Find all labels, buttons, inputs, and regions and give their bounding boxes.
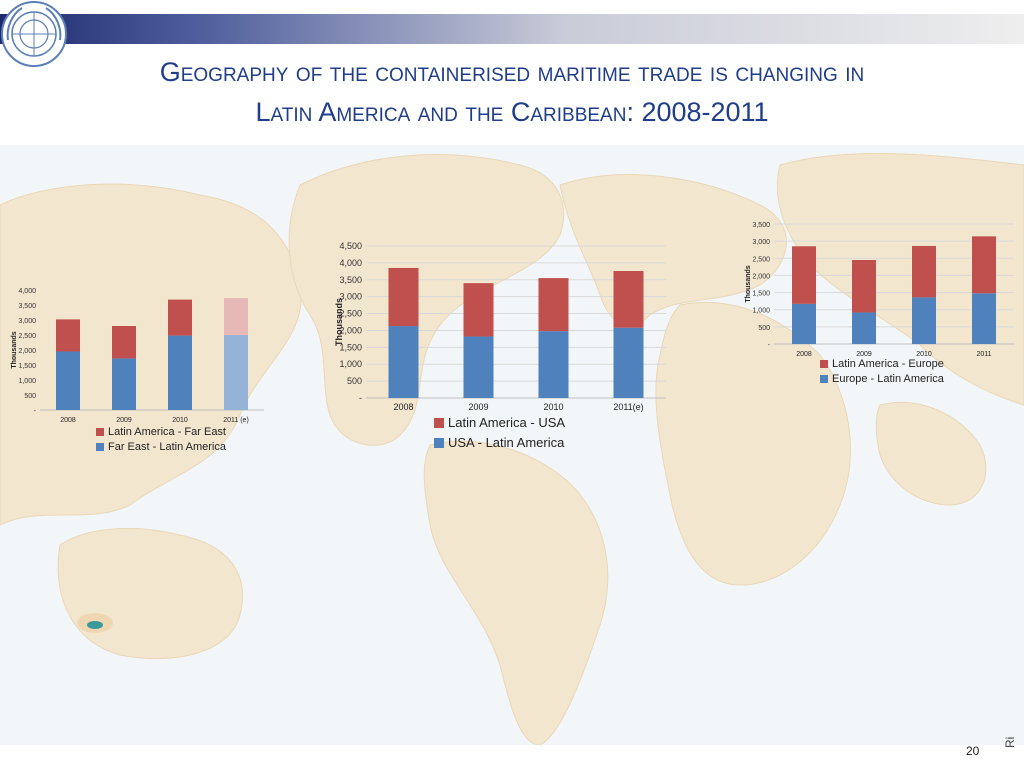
bar-segment bbox=[852, 312, 876, 344]
bar-segment bbox=[792, 303, 816, 344]
y-tick-label: 1,000 bbox=[18, 378, 36, 385]
legend-item: Latin America - Europe bbox=[820, 358, 944, 370]
bar-segment bbox=[168, 299, 192, 336]
x-tick-label: 2008 bbox=[796, 351, 812, 358]
x-tick-label: 2009 bbox=[856, 351, 872, 358]
legend-item: Latin America - USA bbox=[434, 415, 565, 430]
side-text: Ri bbox=[1003, 736, 1017, 748]
y-axis-label: Thousands bbox=[11, 331, 18, 368]
x-tick-label: 2010 bbox=[543, 402, 563, 412]
bar-segment bbox=[168, 335, 192, 410]
bar-segment bbox=[224, 298, 248, 335]
title-banner-bar bbox=[0, 14, 1024, 44]
legend-label: Far East - Latin America bbox=[108, 441, 226, 453]
y-tick-label: 2,500 bbox=[18, 333, 36, 340]
bar-segment bbox=[56, 351, 80, 410]
y-tick-label: 2,500 bbox=[339, 309, 362, 319]
y-axis-label: Thousands bbox=[334, 298, 344, 346]
y-tick-label: 1,500 bbox=[339, 342, 362, 352]
x-tick-label: 2011 bbox=[976, 351, 991, 358]
x-tick-label: 2008 bbox=[60, 417, 76, 424]
y-tick-label: 500 bbox=[347, 376, 362, 386]
bar-segment bbox=[972, 293, 996, 344]
bar-segment bbox=[463, 336, 494, 398]
y-tick-label: 1,500 bbox=[752, 291, 770, 298]
bar-segment bbox=[224, 335, 248, 410]
y-tick-label: 1,000 bbox=[752, 308, 770, 315]
y-tick-label: 500 bbox=[758, 325, 770, 332]
chart-usa: - 500 1,000 1,500 2,000 2,500 3,000 3,500 4,000 4… bbox=[334, 241, 666, 412]
legend-item: Latin America - Far East bbox=[96, 426, 226, 438]
y-tick-label: 1,500 bbox=[18, 363, 36, 370]
y-tick-label: 3,000 bbox=[339, 292, 362, 302]
y-tick-label: 4,500 bbox=[339, 241, 362, 251]
y-tick-label: - bbox=[34, 408, 37, 415]
legend-label: Latin America - USA bbox=[448, 415, 566, 430]
slide-title-line2: Latin America and the Caribbean: 2008-20… bbox=[255, 97, 769, 127]
bar-segment bbox=[912, 245, 936, 298]
legend-swatch bbox=[96, 428, 104, 436]
y-tick-label: 4,000 bbox=[339, 258, 362, 268]
y-tick-label: 4,000 bbox=[18, 288, 36, 295]
legend-swatch bbox=[96, 443, 104, 451]
bar-segment bbox=[613, 270, 644, 328]
legend-label: Europe - Latin America bbox=[832, 373, 944, 385]
chart-far-east: - 500 1,000 1,500 2,000 2,500 3,000 3,500 4,000 T… bbox=[11, 288, 264, 424]
bar-segment bbox=[613, 327, 644, 398]
y-tick-label: 3,500 bbox=[752, 222, 770, 229]
bar-segment bbox=[538, 331, 569, 398]
bar-segment bbox=[388, 326, 419, 398]
legend-label: Latin America - Europe bbox=[832, 358, 944, 370]
y-tick-label: 2,000 bbox=[752, 273, 770, 280]
y-axis-label: Thousands bbox=[745, 265, 752, 302]
x-tick-label: 2011 (e) bbox=[223, 417, 249, 424]
x-tick-label: 2011(e) bbox=[613, 402, 643, 412]
legend-item: Europe - Latin America bbox=[820, 373, 944, 385]
bar-segment bbox=[112, 326, 136, 359]
y-tick-label: 500 bbox=[24, 393, 36, 400]
bar-segment bbox=[463, 283, 494, 337]
bar-segment bbox=[792, 246, 816, 304]
y-tick-label: 1,000 bbox=[339, 359, 362, 369]
y-tick-label: 3,000 bbox=[18, 318, 36, 325]
y-tick-label: 3,000 bbox=[752, 239, 770, 246]
bar-segment bbox=[112, 358, 136, 410]
legend-swatch bbox=[820, 360, 828, 368]
legend-swatch bbox=[434, 417, 444, 428]
x-tick-label: 2009 bbox=[468, 402, 488, 412]
y-tick-label: - bbox=[359, 393, 362, 403]
legend-item: Far East - Latin America bbox=[96, 441, 226, 453]
page-number: 20 bbox=[966, 744, 980, 758]
bar-segment bbox=[852, 260, 876, 313]
y-tick-label: 2,000 bbox=[18, 348, 36, 355]
x-tick-label: 2010 bbox=[172, 417, 188, 424]
legend-swatch bbox=[820, 375, 828, 383]
bar-segment bbox=[538, 278, 569, 332]
legend-label: USA - Latin America bbox=[448, 435, 565, 450]
legend-label: Latin America - Far East bbox=[108, 426, 226, 438]
x-tick-label: 2008 bbox=[393, 402, 413, 412]
chart-europe: - 500 1,000 1,500 2,000 2,500 3,000 3,500 Thousa… bbox=[745, 222, 1014, 358]
slide-title-line1: Geography of the containerised maritime … bbox=[159, 57, 865, 87]
bar-segment bbox=[912, 297, 936, 344]
un-emblem-logo bbox=[1, 1, 67, 67]
y-tick-label: 3,500 bbox=[18, 303, 36, 310]
legend-swatch bbox=[434, 437, 444, 448]
x-tick-label: 2009 bbox=[116, 417, 132, 424]
y-tick-label: 2,000 bbox=[339, 325, 362, 335]
bar-segment bbox=[388, 267, 419, 327]
slide-title: Geography of the containerised maritime … bbox=[80, 52, 944, 132]
legend-item: USA - Latin America bbox=[434, 435, 564, 450]
y-tick-label: 3,500 bbox=[339, 275, 362, 285]
x-tick-label: 2010 bbox=[916, 351, 932, 358]
bar-segment bbox=[972, 236, 996, 294]
y-tick-label: 2,500 bbox=[752, 256, 770, 263]
y-tick-label: - bbox=[768, 342, 771, 349]
bar-segment bbox=[56, 319, 80, 352]
